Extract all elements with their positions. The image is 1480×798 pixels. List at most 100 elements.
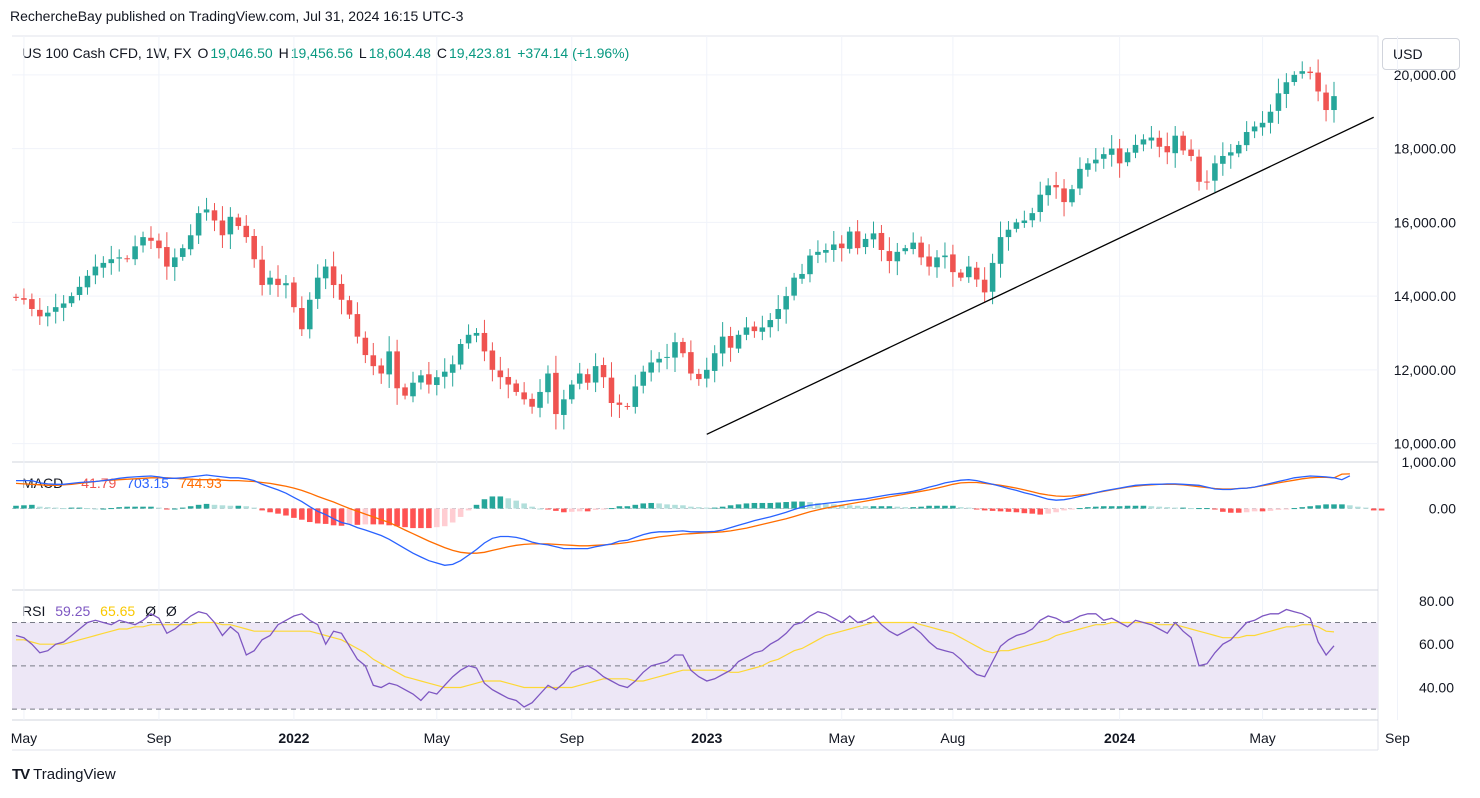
macd-histogram-bar [569,508,575,512]
candle [179,244,186,261]
macd-histogram-bar [378,508,385,525]
macd-histogram-bar [172,508,178,510]
candle [394,339,400,405]
macd-histogram-bar [1069,508,1075,510]
candle [807,249,813,283]
time-axis[interactable]: May Sep 2022 May Sep 2023 May Aug 2024 May Sep [11,730,1410,746]
macd-histogram-bar [203,503,210,509]
time-tick-label: May [11,730,37,746]
candle-body [203,209,210,213]
candle-body [1323,92,1329,111]
candle-body [767,320,774,328]
macd-histogram-bar [1347,505,1353,509]
candle [902,244,909,255]
macd-histogram-bar [108,508,115,510]
macd-histogram-bar [116,507,122,509]
tradingview-logo[interactable]: TV TradingView [12,766,116,783]
macd-histogram-bar [1005,508,1012,512]
candle-body [1140,139,1147,145]
candle [227,207,234,250]
candle [751,321,758,338]
macd-histogram-bar [680,505,686,509]
candle [378,358,385,384]
candle [243,215,250,243]
high-label: H [278,45,289,61]
macd-histogram-bar [1037,508,1044,515]
macd-histogram-bar [1291,508,1298,510]
macd-histogram-bar [291,508,297,518]
candle-body [688,352,694,374]
macd-histogram-bar [418,508,424,529]
candle-body [291,282,297,308]
rsi-name[interactable]: RSI [22,603,46,619]
candle [910,232,916,255]
candle-body [942,255,948,258]
candle [989,253,996,305]
candle [21,288,27,305]
candle [76,276,83,301]
rsi-ma-line [16,621,1335,689]
macd-lines [15,473,1351,566]
candle [370,342,377,376]
candle [314,264,321,309]
macd-histogram-bar [52,507,59,509]
macd-histogram-bar [711,507,718,509]
trendline[interactable] [706,116,1374,435]
macd-histogram-bar [1108,506,1115,509]
candle [1212,155,1218,193]
macd-histogram-bar [1053,508,1059,513]
macd-histogram-bar [926,505,932,509]
candle-body [243,225,250,238]
macd-histogram-bar [1283,508,1290,510]
candle-body [172,257,178,268]
macd-histogram-bar [1093,506,1099,509]
candle-body [815,251,821,255]
candle-body [791,277,797,296]
symbol-label[interactable]: US 100 Cash CFD, 1W, FX [22,45,192,61]
macd-histogram-bar [592,508,599,510]
candle-body [521,392,527,400]
candle-body [314,277,321,299]
macd-histogram-bar [672,504,678,509]
candle [1029,207,1036,228]
candle-body [60,303,67,308]
candle [1005,221,1012,251]
candle [1164,132,1171,165]
macd-histogram-bar [878,506,885,509]
macd-histogram-bar [529,506,535,509]
candle-body [179,248,186,257]
currency-button[interactable]: USD [1382,38,1460,70]
candle [1204,170,1210,190]
time-tick-label: Sep [146,730,171,746]
candle-body [965,266,972,278]
candle-body [370,355,377,367]
candle [664,343,670,370]
candle [338,274,345,315]
candle [767,313,774,338]
macd-histogram-bar [211,504,218,509]
macd-histogram-bar [1370,508,1377,511]
macd-histogram-bar [1259,508,1266,512]
candle-body [21,298,27,300]
candle [13,293,19,301]
macd-histogram-bar [346,508,353,525]
candle [600,357,607,389]
price-axis[interactable]: 10,000.00 12,000.00 14,000.00 16,000.00 18,0… [1394,67,1457,696]
candle [505,368,512,399]
macd-histogram-bar [465,508,472,511]
macd-histogram-bar [505,498,512,509]
candle-body [664,356,670,358]
candle-body [680,341,686,354]
candle [553,355,559,430]
macd-histogram-bar [1299,507,1306,509]
candle-body [648,362,654,373]
candle-body [799,273,805,279]
macd-histogram-bar [60,508,67,510]
time-tick-label: May [424,730,450,746]
macd-histogram-bar [1172,507,1178,509]
macd-histogram-bar [584,508,591,512]
candle [775,295,781,332]
macd-histogram-bar [513,500,519,509]
macd-histogram-bar [846,505,853,509]
